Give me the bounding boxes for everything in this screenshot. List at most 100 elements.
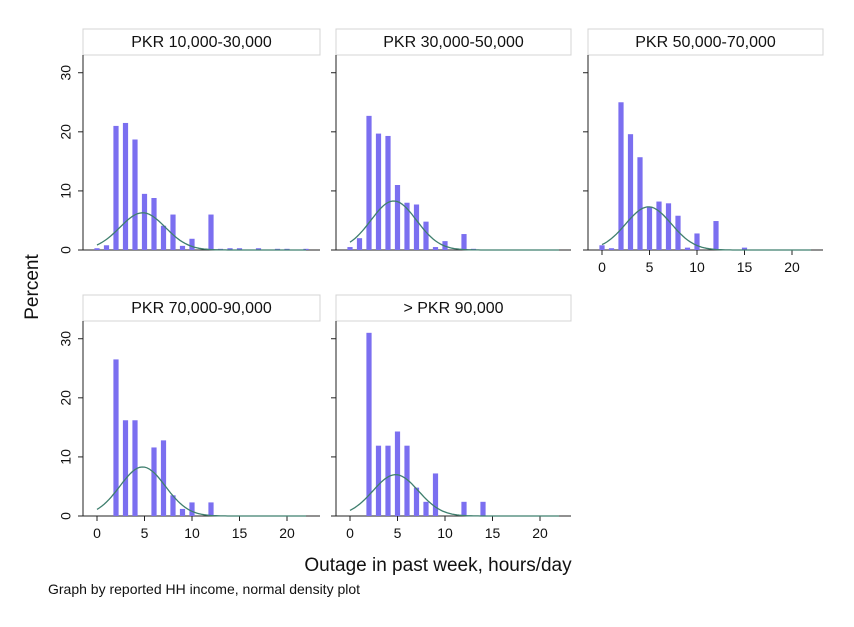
panel-title: PKR 30,000-50,000 — [383, 34, 524, 51]
histogram-bar — [413, 487, 420, 516]
histogram-bar — [394, 185, 401, 250]
histogram-bar — [151, 198, 157, 250]
histogram-bar — [608, 248, 615, 250]
y-tick-label: 10 — [58, 183, 74, 199]
histogram-bar — [423, 221, 429, 250]
histogram-bar — [103, 245, 110, 250]
histogram-bar — [461, 501, 467, 516]
y-tick-label: 0 — [58, 512, 74, 520]
x-tick-label: 15 — [737, 259, 753, 275]
histogram-bar — [208, 502, 214, 516]
histogram-bar — [618, 102, 624, 250]
histogram-bar — [432, 473, 439, 516]
panel-header — [335, 28, 572, 56]
panel: > PKR 90,000 0 5 10 15 20 — [331, 294, 572, 541]
x-tick-label: 0 — [93, 525, 101, 541]
x-tick-label: 0 — [598, 259, 606, 275]
histogram-bar — [480, 501, 486, 516]
y-tick-label: 30 — [58, 65, 74, 81]
histogram-bar — [461, 234, 467, 250]
panel-header — [587, 28, 824, 56]
panel: PKR 30,000-50,000 — [331, 28, 572, 251]
panel-header — [335, 294, 572, 322]
histogram-bar — [132, 139, 138, 250]
normal-density-curve — [96, 212, 306, 251]
y-tick-label: 20 — [58, 390, 74, 406]
histogram-bar — [375, 445, 382, 516]
x-tick-label: 0 — [346, 525, 354, 541]
panel: PKR 10,000-30,000 0 10 20 30 — [58, 28, 321, 254]
histogram-bar — [423, 501, 429, 516]
panel-title: PKR 50,000-70,000 — [635, 34, 776, 51]
histogram-bar — [113, 359, 119, 516]
histogram-bar — [179, 245, 186, 250]
panel-header — [82, 28, 321, 56]
histogram-bar — [179, 508, 186, 516]
histogram-bar — [684, 247, 691, 250]
histogram-bar — [385, 135, 391, 250]
histogram-bar — [741, 247, 748, 250]
histogram-bar — [255, 248, 262, 250]
normal-density-curve — [349, 200, 559, 251]
y-tick-label: 30 — [58, 331, 74, 347]
histogram-bar — [637, 157, 643, 250]
histogram-bar — [227, 248, 233, 250]
histogram-bar — [160, 440, 167, 516]
histogram-bar — [122, 122, 129, 250]
histogram-bar — [151, 447, 157, 516]
histogram-bar — [208, 214, 214, 250]
panels: PKR 10,000-30,000 0 10 20 30 PKR 30,000-50,00… — [58, 28, 824, 541]
x-axis-label: Outage in past week, hours/day — [304, 555, 572, 576]
y-axis-label: Percent — [22, 254, 43, 320]
panel-title: PKR 70,000-90,000 — [131, 300, 272, 317]
histogram-bar — [122, 420, 129, 516]
histogram-bar — [347, 247, 353, 250]
normal-density-curve — [349, 473, 559, 517]
histogram-bar — [160, 225, 167, 250]
histogram-bar — [404, 202, 410, 250]
panel: PKR 70,000-90,000 0 10 20 30 0 5 10 15 20 — [58, 294, 321, 541]
histogram-bar — [170, 495, 176, 516]
histogram-bar — [189, 502, 195, 516]
histogram-bar — [375, 133, 382, 250]
x-tick-label: 15 — [232, 525, 248, 541]
x-tick-label: 10 — [184, 525, 200, 541]
panel-title: PKR 10,000-30,000 — [131, 34, 272, 51]
panel-title: > PKR 90,000 — [403, 300, 503, 317]
histogram-bar — [599, 245, 605, 250]
histogram-bar — [366, 115, 372, 250]
x-tick-label: 10 — [437, 525, 453, 541]
histogram-bar — [94, 248, 100, 250]
histogram-bar — [189, 238, 195, 250]
histogram-bar — [646, 206, 653, 250]
x-tick-label: 5 — [646, 259, 654, 275]
histogram-bar — [141, 193, 148, 250]
x-tick-label: 20 — [784, 259, 800, 275]
histogram-bar — [356, 238, 363, 250]
histogram-bar — [413, 204, 420, 250]
x-tick-label: 20 — [279, 525, 295, 541]
histogram-bar — [394, 431, 401, 516]
histogram-bar — [656, 201, 662, 250]
y-tick-label: 0 — [58, 246, 74, 254]
histogram-bar — [132, 420, 138, 516]
y-tick-label: 10 — [58, 449, 74, 465]
y-tick-label: 20 — [58, 124, 74, 140]
normal-density-curve — [96, 466, 306, 517]
histogram-bar — [366, 332, 372, 516]
histogram-bar — [694, 233, 700, 250]
histogram-bar — [713, 221, 719, 250]
histogram-bar — [665, 203, 672, 250]
histogram-bar — [170, 214, 176, 250]
normal-density-curve — [601, 206, 811, 251]
x-tick-label: 5 — [141, 525, 149, 541]
graph-note: Graph by reported HH income, normal dens… — [48, 581, 360, 597]
x-tick-label: 20 — [532, 525, 548, 541]
panel-header — [82, 294, 321, 322]
histogram-bar — [236, 248, 243, 250]
histogram-bar — [675, 215, 681, 250]
x-tick-label: 15 — [485, 525, 501, 541]
histogram-bar — [627, 134, 634, 250]
